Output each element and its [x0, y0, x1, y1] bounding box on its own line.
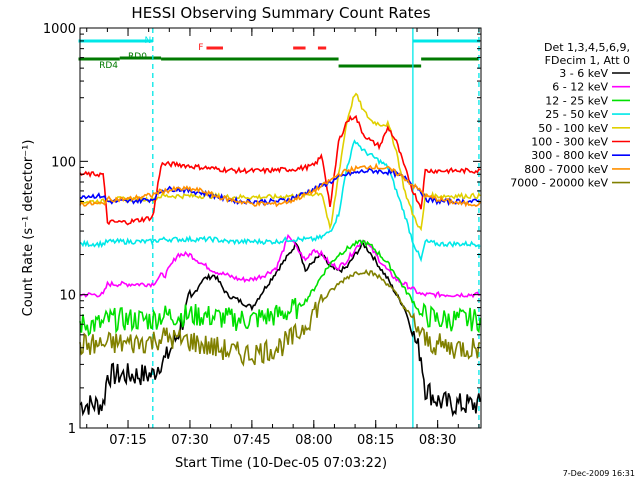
series-line-8	[79, 268, 481, 367]
flag-label-n: N	[145, 36, 152, 46]
series-line-0	[79, 241, 481, 418]
legend-entry-label: 50 - 100 keV	[538, 122, 608, 135]
y-tick-label: 100	[51, 155, 76, 170]
legend-entry-label: 7000 - 20000 keV	[510, 177, 608, 190]
flag-label-rd4: RD4	[99, 61, 118, 71]
flag-label-rd0: RD0	[128, 52, 147, 62]
x-tick-label: 08:15	[357, 433, 394, 448]
series-line-5	[79, 114, 481, 226]
y-axis-label: Count Rate (s⁻¹ detector⁻¹)	[21, 140, 36, 317]
x-axis-label: Start Time (10-Dec-05 07:03:22)	[175, 456, 387, 471]
legend-entry-label: 800 - 7000 keV	[524, 163, 608, 176]
series-line-4	[79, 92, 481, 232]
x-tick-label: 08:00	[295, 433, 332, 448]
series-line-1	[80, 233, 481, 299]
y-axis: 1 10 100 1000	[43, 22, 481, 437]
y-tick-label: 1000	[43, 22, 76, 37]
plot-frame	[79, 27, 482, 429]
legend-entry-label: 3 - 6 keV	[559, 67, 608, 80]
x-tick-label: 08:30	[419, 433, 456, 448]
legend-entry-label: 12 - 25 keV	[545, 94, 608, 107]
x-tick-label: 07:45	[233, 433, 270, 448]
legend-header: FDecim 1, Att 0	[545, 54, 630, 67]
legend-entry-label: 6 - 12 keV	[552, 81, 608, 94]
x-tick-label: 07:15	[109, 433, 146, 448]
chart-title: HESSI Observing Summary Count Rates	[131, 4, 430, 22]
series-layer	[79, 92, 481, 418]
legend: Det 1,3,4,5,6,9,FDecim 1, Att 03 - 6 keV…	[510, 41, 630, 190]
series-line-3	[79, 139, 481, 263]
series-line-2	[79, 239, 481, 337]
legend-entry-label: 300 - 800 keV	[531, 149, 608, 162]
flag-label-f: F	[198, 43, 203, 53]
legend-entry-label: 100 - 300 keV	[531, 136, 608, 149]
legend-header: Det 1,3,4,5,6,9,	[544, 41, 630, 54]
plot-date-stamp: 7-Dec-2009 16:31	[563, 469, 635, 478]
y-tick-label: 10	[59, 289, 76, 304]
x-tick-label: 07:30	[171, 433, 208, 448]
x-axis: 07:15 07:30 07:45 08:00 08:15 08:30	[86, 28, 480, 448]
legend-entry-label: 25 - 50 keV	[545, 108, 608, 121]
y-tick-label: 1	[68, 422, 76, 437]
orbit-markers	[152, 28, 480, 428]
flag-bars: N F RD0 RD4	[78, 36, 480, 71]
series-line-7	[79, 162, 481, 208]
